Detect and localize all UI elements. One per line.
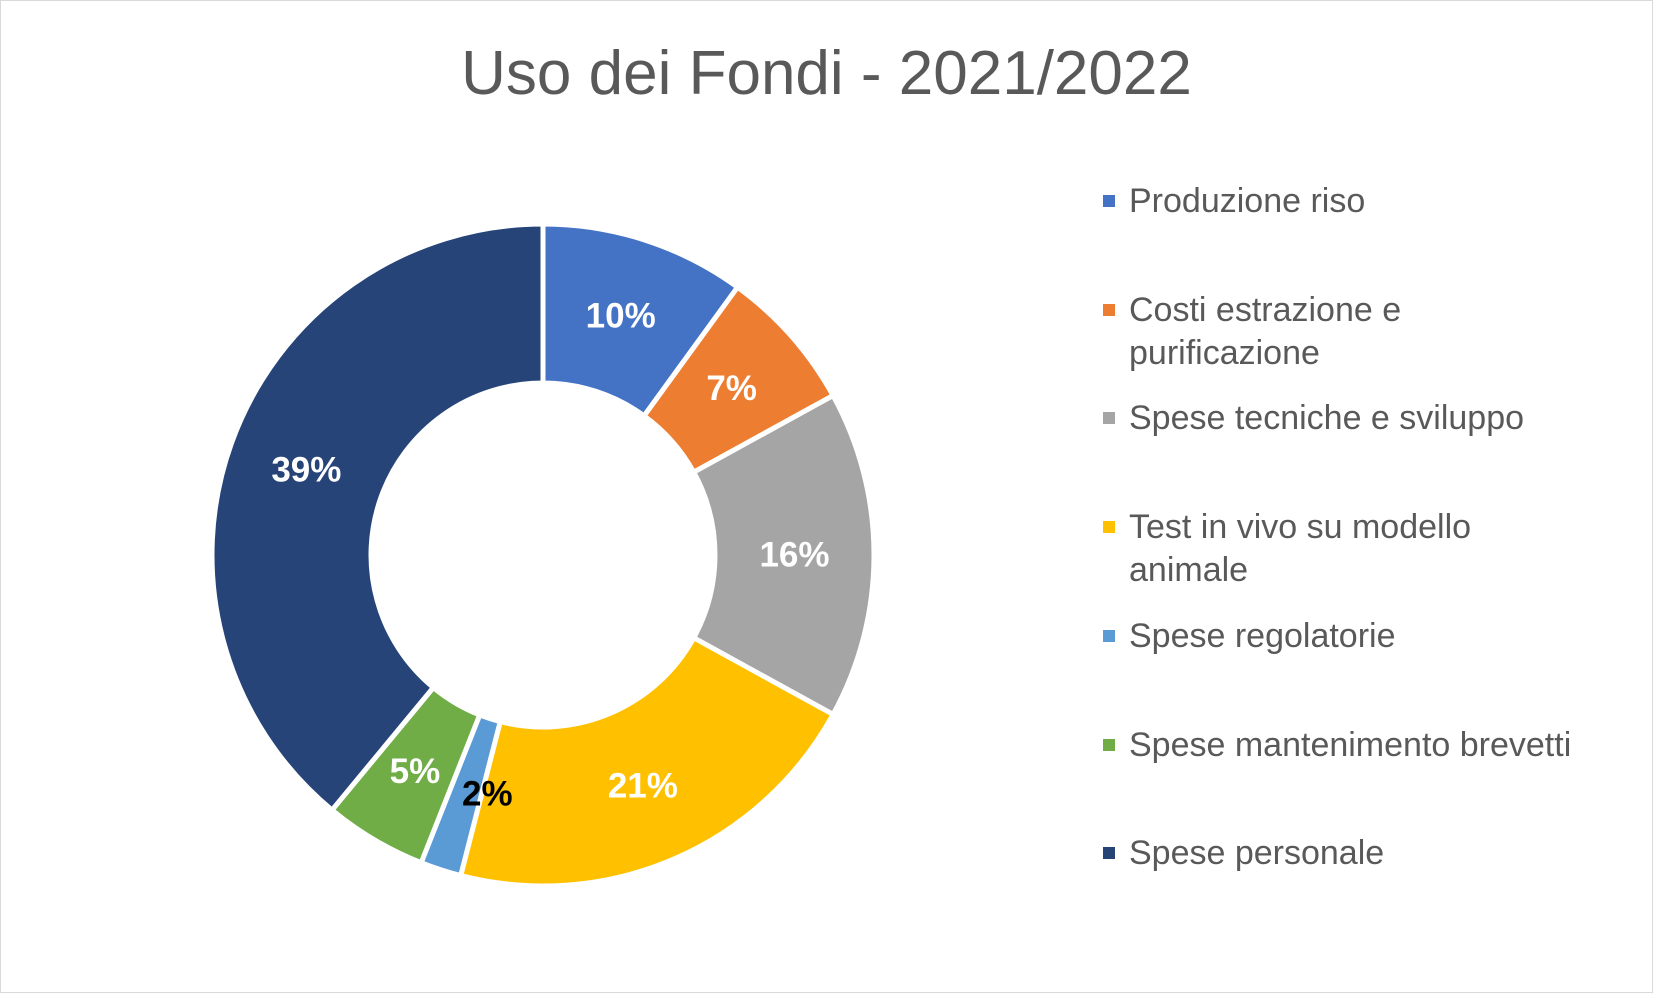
- legend-label: Produzione riso: [1129, 182, 1366, 220]
- slices-group: [209, 221, 877, 889]
- data-label-produzione-riso: 10%: [586, 296, 656, 335]
- data-label-spese-tecniche-e-sviluppo: 16%: [759, 536, 829, 575]
- legend-label: Spese personale: [1129, 834, 1385, 872]
- legend-label: Test in vivo su modello animale: [1129, 508, 1472, 589]
- legend-swatch: [1103, 739, 1115, 751]
- data-label-spese-regolatorie: 2%: [462, 775, 513, 814]
- legend-swatch: [1103, 521, 1115, 533]
- data-label-test-in-vivo-su-modello-animale: 21%: [608, 766, 678, 805]
- data-label-costi-estrazione-e-purificazione: 7%: [706, 369, 757, 408]
- legend-swatch: [1103, 630, 1115, 642]
- slice-spese-tecniche-e-sviluppo[interactable]: [691, 393, 877, 717]
- data-label-spese-personale: 39%: [271, 450, 341, 489]
- legend-label: Spese mantenimento brevetti: [1129, 726, 1572, 764]
- legend-label: Spese tecniche e sviluppo: [1129, 399, 1525, 437]
- legend-swatch: [1103, 847, 1115, 859]
- data-label-spese-mantenimento-brevetti: 5%: [390, 752, 441, 791]
- slice-test-in-vivo-su-modello-animale[interactable]: [458, 635, 836, 889]
- slice-spese-personale[interactable]: [209, 221, 546, 813]
- legend-swatch: [1103, 304, 1115, 316]
- legend-label: Costi estrazione e purificazione: [1129, 291, 1402, 372]
- legend-swatch: [1103, 412, 1115, 424]
- data-labels-group: 10% 7% 16% 21% 2% 5% 39%: [271, 296, 829, 813]
- legend-label: Spese regolatorie: [1129, 617, 1396, 655]
- chart-title: Uso dei Fondi - 2021/2022: [461, 39, 1192, 108]
- legend-swatch: [1103, 195, 1115, 207]
